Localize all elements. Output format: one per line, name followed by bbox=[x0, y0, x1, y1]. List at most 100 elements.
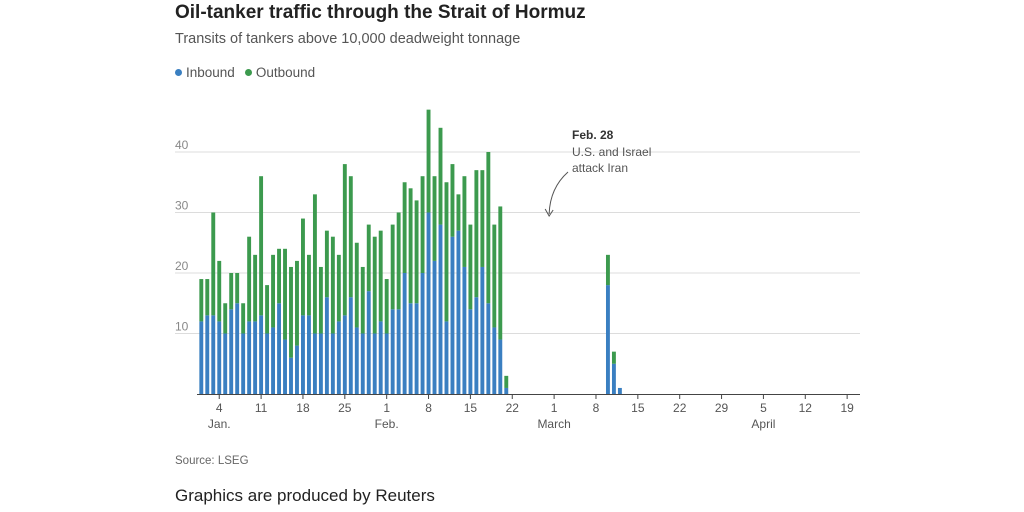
bar-outbound bbox=[474, 170, 479, 298]
bar-inbound bbox=[318, 333, 323, 394]
bar-outbound bbox=[504, 375, 509, 388]
x-tick-label: 8 bbox=[425, 401, 432, 415]
bar-inbound bbox=[462, 266, 467, 394]
bar-inbound bbox=[480, 266, 485, 394]
x-tick-label: 4 bbox=[216, 401, 223, 415]
bar-outbound bbox=[498, 206, 503, 340]
bar-inbound bbox=[605, 285, 610, 394]
y-tick-label: 40 bbox=[175, 138, 189, 152]
chart-title: Oil-tanker traffic through the Strait of… bbox=[175, 2, 586, 23]
bar-inbound bbox=[366, 291, 371, 394]
bar-outbound bbox=[283, 248, 287, 340]
bar-outbound bbox=[229, 273, 234, 310]
bar-inbound bbox=[432, 260, 437, 394]
x-tick-label: 19 bbox=[840, 401, 854, 415]
bar-inbound bbox=[456, 230, 461, 394]
bar-outbound bbox=[205, 279, 210, 316]
bar-inbound bbox=[265, 333, 270, 394]
bar-outbound bbox=[378, 230, 383, 322]
x-tick-label: 15 bbox=[631, 401, 645, 415]
bar-outbound bbox=[408, 188, 413, 304]
bar-outbound bbox=[456, 194, 461, 231]
bar-inbound bbox=[205, 315, 210, 394]
month-label: March bbox=[537, 417, 570, 431]
bar-inbound bbox=[306, 315, 311, 394]
legend-swatch-inbound bbox=[175, 69, 182, 76]
bar-outbound bbox=[611, 351, 616, 364]
bar-outbound bbox=[253, 254, 258, 322]
y-tick-label: 10 bbox=[175, 320, 189, 334]
legend-label-outbound: Outbound bbox=[255, 65, 316, 80]
bar-inbound bbox=[492, 327, 497, 394]
bar-inbound bbox=[504, 387, 509, 394]
x-tick-label: 22 bbox=[673, 401, 687, 415]
bar-inbound bbox=[408, 303, 413, 394]
bar-outbound bbox=[444, 182, 449, 322]
bar-inbound bbox=[420, 273, 425, 394]
x-tick-label: 29 bbox=[715, 401, 729, 415]
bar-inbound bbox=[426, 212, 431, 394]
bar-inbound bbox=[617, 387, 622, 394]
bar-inbound bbox=[241, 333, 246, 394]
bar-outbound bbox=[271, 254, 276, 328]
bar-outbound bbox=[396, 212, 401, 310]
chart-subtitle: Transits of tankers above 10,000 deadwei… bbox=[175, 31, 521, 47]
bar-outbound bbox=[265, 285, 270, 334]
bar-outbound bbox=[223, 303, 228, 334]
bar-inbound bbox=[330, 333, 335, 394]
bar-outbound bbox=[301, 218, 305, 316]
bar-outbound bbox=[217, 260, 222, 322]
bar-inbound bbox=[348, 297, 353, 394]
legend-item-inbound: Inbound bbox=[175, 65, 235, 80]
bar-inbound bbox=[342, 315, 347, 394]
bar-inbound bbox=[438, 224, 443, 394]
x-tick-label: 18 bbox=[296, 401, 310, 415]
bar-outbound bbox=[259, 176, 264, 316]
source-note: Source: LSEG bbox=[175, 455, 249, 467]
bar-outbound bbox=[199, 279, 204, 322]
bar-inbound bbox=[444, 321, 449, 394]
bar-outbound bbox=[605, 254, 610, 286]
x-tick-label: 15 bbox=[464, 401, 478, 415]
bar-outbound bbox=[462, 176, 467, 267]
bar-outbound bbox=[420, 176, 425, 273]
bar-outbound bbox=[312, 194, 317, 334]
bar-outbound bbox=[211, 212, 216, 316]
bar-inbound bbox=[295, 345, 299, 394]
bar-outbound bbox=[306, 254, 311, 316]
annotation-title: Feb. 28 bbox=[572, 128, 614, 142]
bar-inbound bbox=[414, 303, 419, 394]
month-label: Feb. bbox=[375, 417, 399, 431]
annotation-text: attack Iran bbox=[572, 161, 628, 175]
x-tick-label: 11 bbox=[255, 401, 268, 415]
bar-outbound bbox=[390, 224, 395, 310]
bar-inbound bbox=[289, 357, 293, 394]
bar-outbound bbox=[426, 109, 431, 213]
bar-inbound bbox=[390, 309, 395, 394]
x-tick-label: 25 bbox=[338, 401, 352, 415]
bar-inbound bbox=[486, 303, 491, 394]
bar-inbound bbox=[247, 321, 252, 394]
bar-inbound bbox=[378, 321, 383, 394]
bar-outbound bbox=[468, 224, 473, 310]
credit-note: Graphics are produced by Reuters bbox=[175, 486, 435, 505]
x-tick-label: 1 bbox=[383, 401, 390, 415]
bar-outbound bbox=[330, 236, 335, 334]
bar-inbound bbox=[211, 315, 216, 394]
bar-outbound bbox=[486, 152, 491, 304]
bar-inbound bbox=[277, 303, 281, 394]
bar-inbound bbox=[259, 315, 264, 394]
y-tick-label: 30 bbox=[175, 199, 189, 213]
annotation-arrow bbox=[548, 171, 569, 215]
bar-inbound bbox=[402, 273, 407, 394]
bar-inbound bbox=[396, 309, 401, 394]
bar-inbound bbox=[498, 339, 503, 394]
month-label: April bbox=[751, 417, 775, 431]
bar-outbound bbox=[366, 224, 371, 292]
bar-inbound bbox=[253, 321, 258, 394]
legend-label-inbound: Inbound bbox=[186, 65, 235, 80]
x-tick-label: 1 bbox=[551, 401, 558, 415]
bar-inbound bbox=[229, 309, 234, 394]
bar-inbound bbox=[372, 333, 377, 394]
bar-outbound bbox=[289, 266, 293, 358]
